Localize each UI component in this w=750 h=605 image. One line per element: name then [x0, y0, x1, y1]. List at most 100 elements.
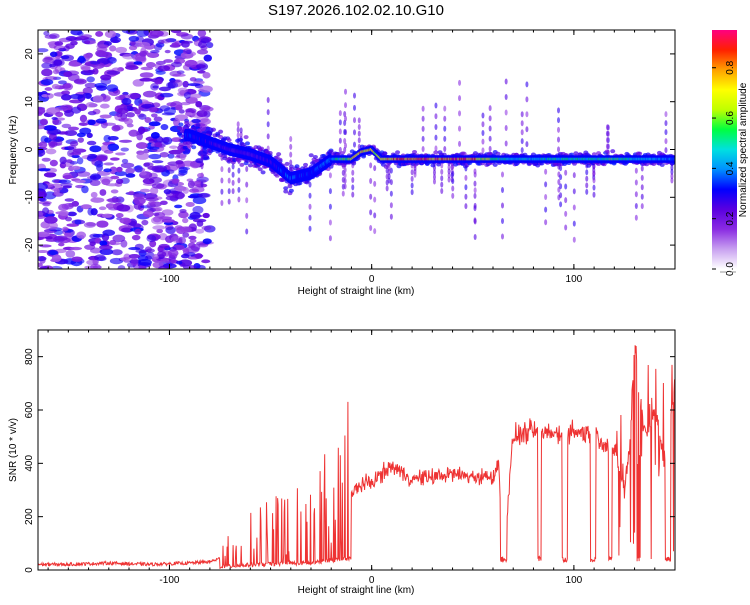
spectrogram-noise-cell	[203, 54, 212, 62]
spectrogram-streak-cell	[237, 167, 241, 174]
spectrogram-streak-cell	[443, 135, 447, 142]
spectrogram-streak-cell	[227, 177, 231, 184]
spectrogram-noise-cell	[115, 178, 124, 185]
spectrogram-noise-cell	[179, 208, 187, 213]
spectrogram-streak-cell	[434, 145, 438, 152]
spectrogram-noise-cell	[82, 87, 93, 95]
spectrogram-streak-cell	[353, 104, 357, 111]
spectrogram-streak-cell	[434, 134, 438, 141]
spectrogram-noise-cell	[136, 30, 149, 37]
spectrogram-noise-cell	[98, 206, 107, 211]
spectrogram-noise-cell	[68, 61, 82, 67]
spectrogram-noise-cell	[128, 253, 141, 259]
spectrogram-noise-cell	[180, 101, 191, 106]
spectrogram-cloud-cell	[659, 162, 665, 167]
spectrogram-noise-cell	[159, 151, 169, 158]
spectrogram-noise-cell	[40, 79, 54, 86]
spectrogram-noise-cell	[133, 196, 146, 205]
spectrogram-noise-cell	[128, 92, 140, 100]
spectrogram-streak-cell	[458, 95, 462, 102]
colorbar-ticks: 0.0 0.2 0.4 0.6 0.8	[712, 60, 736, 276]
spectrogram-streak-cell	[308, 192, 312, 199]
spectrogram-noise-cell	[175, 191, 185, 200]
spectrogram-streak-cell	[500, 171, 504, 178]
spectrogram-noise-cell	[51, 83, 60, 90]
spectrogram-streak-cell	[572, 188, 576, 195]
spectrogram-noise-cell	[44, 34, 57, 39]
spectrogram-noise-cell	[133, 61, 143, 65]
spectrogram-noise-cell	[64, 232, 72, 237]
spectrogram-noise-cell	[193, 180, 203, 187]
spectrogram-noise-cell	[55, 111, 64, 118]
spectrogram-noise-cell	[152, 225, 166, 230]
spectrogram-streak-cell	[231, 171, 235, 178]
spectrogram-streak-cell	[634, 191, 638, 198]
spectrogram-noise-cell	[142, 210, 154, 218]
spectrogram-streak-cell	[410, 169, 414, 176]
snr-ticks: -100 0 100 0 200 400 600 800	[24, 330, 676, 586]
spectrogram-noise-cell	[153, 206, 163, 212]
colorbar: 0.0 0.2 0.4 0.6 0.8 Normalized spectral ampl…	[712, 30, 749, 276]
spectrogram-noise-cell	[59, 156, 67, 165]
spectrogram-streak-cell	[473, 187, 477, 194]
spectrogram-streak-cell	[504, 94, 508, 101]
spectrogram-noise-cell	[44, 236, 53, 240]
spectrogram-streak-cell	[440, 187, 444, 194]
spectrogram-noise-cell	[62, 226, 69, 232]
spectrogram-streak-cell	[289, 136, 293, 143]
spectrogram-noise-cell	[148, 121, 161, 127]
spectrogram-noise-cell	[112, 234, 126, 243]
spectrogram-noise-cell	[199, 85, 213, 93]
spectrogram-streak-cell	[369, 193, 373, 200]
spectrogram-noise-cell	[152, 212, 160, 217]
spectrogram-noise-cell	[122, 53, 136, 60]
spectrogram-noise-cell	[158, 265, 171, 269]
colorbar-tick-label: 0.4	[725, 161, 736, 175]
spectrogram-cloud-cell	[412, 149, 418, 154]
spectrogram-streak-cell	[344, 102, 348, 109]
colorbar-tick-label: 0.8	[725, 60, 736, 74]
spectrogram-noise-cell	[76, 157, 84, 165]
spectrogram-noise-cell	[182, 80, 189, 88]
spectrogram-streak-cell	[443, 125, 447, 132]
spectrogram-streak-cell	[458, 125, 462, 132]
spectrogram-streak-cell	[231, 179, 235, 186]
spectrogram-noise-cell	[184, 112, 193, 116]
spectrogram-streak-cell	[525, 81, 529, 88]
spectrogram-noise-cell	[73, 78, 87, 85]
spectrogram-streak-cell	[473, 168, 477, 175]
spectrogram-noise-cell	[144, 246, 152, 253]
spectrogram-streak-cell	[357, 137, 361, 144]
spectrogram-streak-cell	[357, 130, 361, 137]
spectrogram-noise-cell	[163, 59, 174, 63]
spectrogram-streak-cell	[544, 194, 548, 201]
spectrogram-streak-cell	[231, 163, 235, 170]
spectrogram-streak-cell	[585, 169, 589, 176]
spectrogram-cloud-cell	[274, 173, 280, 178]
spectrogram-cloud-cell	[182, 145, 188, 150]
spectrogram-noise-cell	[151, 182, 165, 189]
spectrogram-noise-cell	[74, 179, 86, 184]
spectrogram-noise-cell	[69, 93, 84, 100]
spectrogram-noise-cell	[150, 50, 160, 54]
spectrogram-streak-cell	[504, 109, 508, 116]
spectrogram-noise-cell	[69, 246, 83, 251]
spectrogram-streak-cell	[640, 203, 644, 210]
spectrogram-streak-cell	[434, 123, 438, 130]
spectrogram-noise-cell	[79, 127, 92, 135]
spectrogram-streak-cell	[500, 202, 504, 209]
spectrogram-cloud-cell	[277, 157, 283, 162]
y-tick-label: 400	[24, 455, 35, 472]
spectrogram-noise-cell	[174, 204, 183, 209]
spectrogram-cloud-cell	[308, 153, 314, 158]
spectrogram-noise-cell	[173, 118, 181, 127]
spectrogram-noise-cell	[182, 48, 192, 54]
spectrogram-cloud-cell	[610, 149, 616, 154]
spectrogram-noise-cell	[128, 35, 140, 42]
spectrogram-streak-cell	[464, 203, 468, 210]
spectrogram-noise-cell	[161, 218, 175, 223]
spectrogram-streak-cell	[237, 186, 241, 193]
spectrogram-streak-cell	[308, 214, 312, 221]
